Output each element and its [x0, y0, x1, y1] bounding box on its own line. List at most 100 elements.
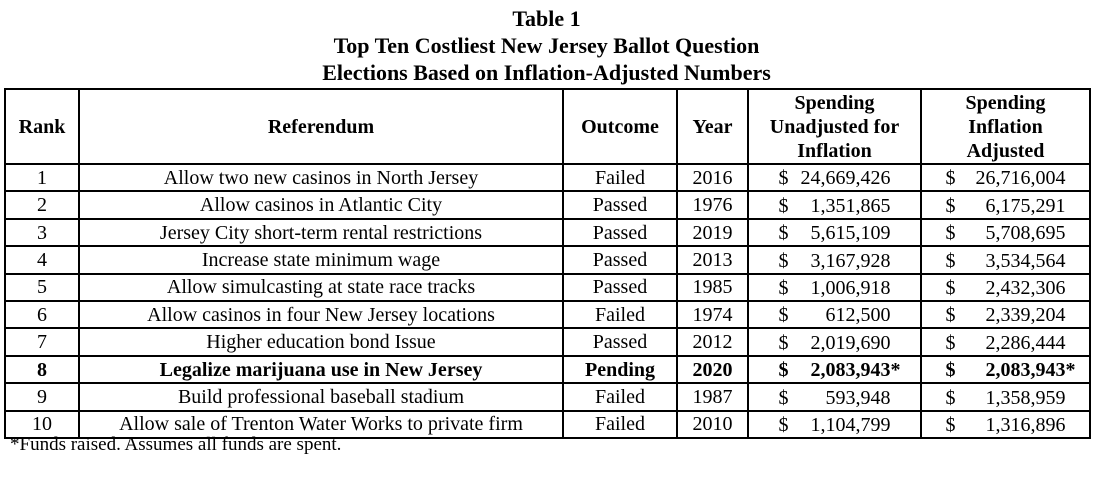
- dollar-sign: $: [945, 222, 956, 245]
- year-cell: 2010: [676, 409, 749, 440]
- spending-unadjusted-amount: 612,500: [825, 304, 891, 327]
- year-cell: 2012: [676, 327, 749, 357]
- table-row: 7 Higher education bond Issue Passed 201…: [4, 327, 1091, 357]
- outcome-cell: Pending: [562, 354, 678, 385]
- rank-cell: 4: [4, 245, 80, 275]
- header-row: Rank Referendum Outcome Year Spending Una…: [4, 88, 1091, 165]
- table-row: 5 Allow simulcasting at state race track…: [4, 272, 1091, 303]
- spending-adjusted-amount: 2,432,306: [985, 277, 1066, 300]
- dollar-sign: $: [945, 194, 956, 217]
- dollar-sign: $: [945, 414, 956, 437]
- dollar-sign: $: [945, 331, 956, 354]
- spending-unadjusted-amount: 3,167,928: [810, 249, 891, 272]
- footnote: *Funds raised. Assumes all funds are spe…: [10, 434, 342, 455]
- spending-adjusted-amount: 2,339,204: [985, 304, 1066, 327]
- spending-adjusted-amount: 1,358,959: [985, 386, 1066, 409]
- header-year: Year: [676, 88, 749, 165]
- rank-cell: 2: [4, 190, 80, 220]
- referendum-cell: Allow casinos in four New Jersey locatio…: [78, 300, 564, 330]
- dollar-sign: $: [945, 167, 956, 190]
- outcome-cell: Failed: [562, 300, 678, 330]
- dollar-sign: $: [945, 249, 956, 272]
- table-row: 3 Jersey City short-term rental restrict…: [4, 217, 1091, 248]
- rank-cell: 1: [4, 162, 80, 193]
- referendum-cell: Legalize marijuana use in New Jersey: [78, 354, 564, 385]
- referendum-cell: Jersey City short-term rental restrictio…: [78, 217, 564, 248]
- spending-unadjusted-amount: 24,669,426: [800, 167, 891, 190]
- year-cell: 1985: [676, 272, 749, 303]
- spending-adjusted-amount: 6,175,291: [985, 194, 1066, 217]
- header-rank: Rank: [4, 88, 80, 165]
- year-cell: 1974: [676, 300, 749, 330]
- year-cell: 2016: [676, 162, 749, 193]
- spending-adjusted-cell: $2,339,204: [920, 300, 1091, 330]
- spending-unadjusted-cell: $2,083,943 *: [747, 354, 922, 385]
- spending-adjusted-cell: $26,716,004: [920, 162, 1091, 193]
- footnote-asterisk: *: [890, 359, 901, 382]
- footnote-asterisk: *: [1065, 359, 1076, 382]
- rank-cell: 7: [4, 327, 80, 357]
- outcome-cell: Passed: [562, 245, 678, 275]
- spending-adjusted-cell: $2,432,306: [920, 272, 1091, 303]
- data-table: Rank Referendum Outcome Year Spending Una…: [4, 88, 1091, 440]
- year-cell: 2020: [676, 354, 749, 385]
- spending-unadjusted-cell: $1,006,918: [747, 272, 922, 303]
- spending-unadjusted-amount: 1,351,865: [810, 194, 891, 217]
- referendum-cell: Allow casinos in Atlantic City: [78, 190, 564, 220]
- referendum-cell: Build professional baseball stadium: [78, 382, 564, 412]
- spending-unadjusted-cell: $612,500: [747, 300, 922, 330]
- spending-unadjusted-amount: 593,948: [825, 386, 891, 409]
- spending-unadjusted-amount: 2,019,690: [810, 331, 891, 354]
- spending-unadjusted-cell: $24,669,426: [747, 162, 922, 193]
- dollar-sign: $: [778, 167, 789, 190]
- spending-adjusted-cell: $6,175,291: [920, 190, 1091, 220]
- spending-unadjusted-cell: $1,104,799: [747, 409, 922, 440]
- rank-cell: 3: [4, 217, 80, 248]
- referendum-cell: Increase state minimum wage: [78, 245, 564, 275]
- table-row: 2 Allow casinos in Atlantic City Passed …: [4, 190, 1091, 220]
- spending-adjusted-amount: 3,534,564: [985, 249, 1066, 272]
- spending-adjusted-amount: 5,708,695: [985, 222, 1066, 245]
- outcome-cell: Passed: [562, 327, 678, 357]
- dollar-sign: $: [778, 194, 789, 217]
- outcome-cell: Failed: [562, 162, 678, 193]
- spending-adjusted-cell: $5,708,695: [920, 217, 1091, 248]
- rank-cell: 8: [4, 354, 80, 385]
- spending-adjusted-cell: $2,286,444: [920, 327, 1091, 357]
- referendum-cell: Allow simulcasting at state race tracks: [78, 272, 564, 303]
- spending-adjusted-amount: 26,716,004: [975, 167, 1066, 190]
- rank-cell: 10: [4, 409, 80, 440]
- outcome-cell: Failed: [562, 382, 678, 412]
- spending-unadjusted-cell: $593,948: [747, 382, 922, 412]
- table-title-line-2: Top Ten Costliest New Jersey Ballot Ques…: [333, 33, 760, 58]
- referendum-cell: Allow sale of Trenton Water Works to pri…: [78, 409, 564, 440]
- table-row: 10 Allow sale of Trenton Water Works to …: [4, 409, 1091, 440]
- spending-adjusted-amount: 1,316,896: [985, 414, 1066, 437]
- table-row: 6 Allow casinos in four New Jersey locat…: [4, 300, 1091, 330]
- spending-adjusted-cell: $1,316,896: [920, 409, 1091, 440]
- spending-unadjusted-cell: $5,615,109: [747, 217, 922, 248]
- dollar-sign: $: [778, 277, 789, 300]
- header-outcome: Outcome: [562, 88, 678, 165]
- header-referendum: Referendum: [78, 88, 564, 165]
- spending-adjusted-cell: $2,083,943 *: [920, 354, 1091, 385]
- outcome-cell: Passed: [562, 272, 678, 303]
- outcome-cell: Passed: [562, 217, 678, 248]
- spending-adjusted-cell: $1,358,959: [920, 382, 1091, 412]
- spending-unadjusted-cell: $2,019,690: [747, 327, 922, 357]
- dollar-sign: $: [778, 359, 789, 382]
- outcome-cell: Failed: [562, 409, 678, 440]
- year-cell: 2013: [676, 245, 749, 275]
- referendum-cell: Allow two new casinos in North Jersey: [78, 162, 564, 193]
- dollar-sign: $: [945, 277, 956, 300]
- dollar-sign: $: [778, 249, 789, 272]
- referendum-cell: Higher education bond Issue: [78, 327, 564, 357]
- spending-unadjusted-amount: 1,006,918: [810, 277, 891, 300]
- spending-adjusted-amount: 2,083,943 *: [985, 359, 1076, 382]
- spending-unadjusted-cell: $3,167,928: [747, 245, 922, 275]
- spending-unadjusted-amount: 2,083,943 *: [810, 359, 901, 382]
- dollar-sign: $: [778, 386, 789, 409]
- rank-cell: 5: [4, 272, 80, 303]
- year-cell: 1976: [676, 190, 749, 220]
